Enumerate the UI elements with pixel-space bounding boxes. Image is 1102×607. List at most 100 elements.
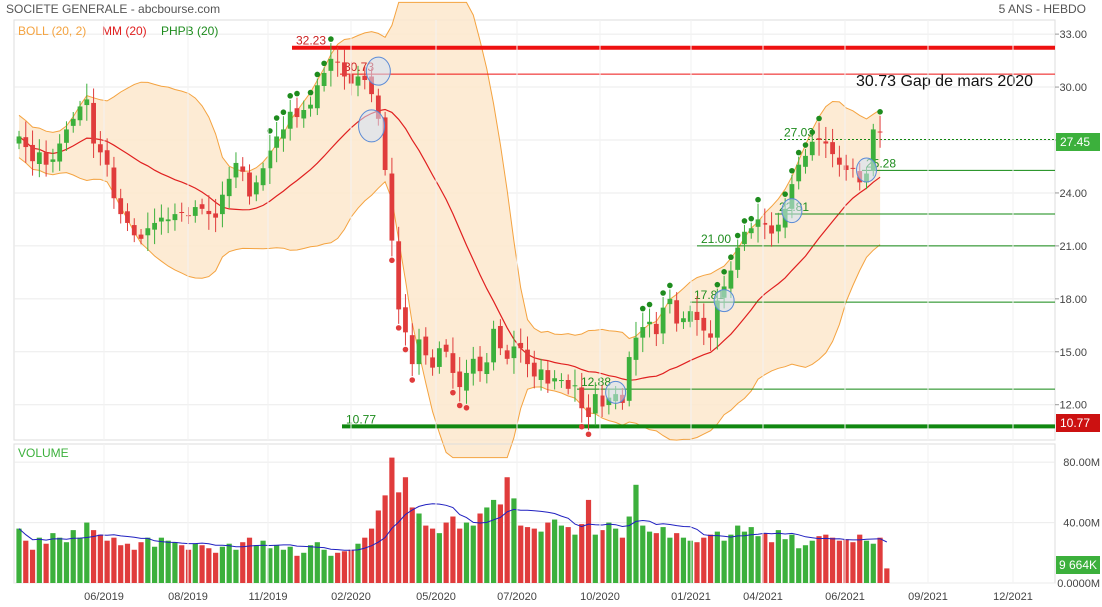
candle-body (775, 224, 781, 232)
price-tick-label: 12.00 (1059, 400, 1087, 412)
x-tick-label: 05/2020 (416, 591, 456, 603)
highlight-ellipse (856, 157, 877, 183)
volume-bar (450, 516, 456, 583)
new-low-dot (585, 431, 592, 438)
volume-bar (240, 542, 246, 583)
volume-bar (396, 492, 402, 583)
candle-body (375, 95, 381, 119)
new-low-dot (463, 404, 470, 411)
volume-bar (355, 543, 361, 583)
new-high-dot (795, 149, 802, 156)
highlight-ellipse (605, 380, 627, 404)
new-high-dot (816, 115, 822, 122)
candle-body (748, 228, 754, 234)
candle-body (538, 369, 544, 380)
candle-body (369, 76, 374, 95)
candle-body (226, 178, 232, 197)
volume-bar (138, 542, 144, 583)
volume-bar (368, 528, 375, 583)
candle-body (714, 300, 720, 338)
candle-body (220, 194, 225, 215)
candle-body (796, 164, 802, 182)
candle-body (789, 184, 795, 209)
candle-body (179, 212, 185, 213)
volume-bar (802, 545, 809, 583)
volume-bar (640, 525, 646, 583)
candle-body (626, 357, 632, 401)
volume-bar (77, 537, 83, 583)
candle-body (233, 162, 239, 178)
volume-bar (613, 528, 619, 583)
price-tick-label: 24.00 (1059, 188, 1087, 200)
candle-body (57, 143, 63, 162)
volume-bar (90, 530, 97, 583)
candle-body (762, 222, 768, 225)
candle-body (294, 108, 300, 118)
volume-bar (213, 552, 219, 583)
candle-body (36, 152, 42, 164)
new-high-dot (755, 196, 761, 203)
volume-bar (57, 537, 63, 583)
volume-bar (389, 457, 395, 583)
candle-body (443, 344, 449, 352)
volume-bar (524, 527, 531, 583)
volume-bar (477, 513, 483, 583)
volume-bar (416, 513, 422, 583)
candle-body (396, 241, 402, 310)
candle-body (870, 129, 876, 171)
candle-body (403, 307, 408, 333)
candle-body (667, 298, 673, 305)
candle-body (436, 348, 442, 367)
volume-bar (680, 537, 687, 583)
volume-bar (423, 525, 429, 583)
candle-body (735, 247, 741, 270)
bollinger-fill (19, 2, 881, 458)
volume-bar (341, 551, 348, 583)
new-low-dot (389, 257, 395, 264)
volume-bar (816, 536, 822, 583)
candle-body (111, 167, 117, 199)
candle-body (138, 234, 144, 239)
candle-body (328, 58, 334, 71)
highlight-ellipse (365, 56, 391, 86)
volume-bar (674, 533, 680, 583)
volume-bar (328, 555, 334, 583)
candle-body (599, 395, 605, 407)
volume-bar (50, 533, 56, 583)
volume-bar (29, 549, 36, 583)
x-tick-label: 09/2021 (908, 591, 948, 603)
candle-body (531, 362, 537, 377)
candle-body (287, 111, 293, 129)
volume-bar (97, 534, 103, 583)
new-high-dot (294, 90, 300, 97)
new-high-dot (646, 301, 653, 308)
volume-bar (707, 534, 714, 583)
volume-bar (43, 543, 49, 583)
volume-bar (857, 534, 863, 583)
candle-body (267, 150, 273, 169)
highlight-ellipse (713, 289, 735, 313)
candle-body (172, 214, 178, 221)
candle-body (64, 129, 69, 143)
candle-body (694, 311, 700, 320)
new-high-dot (321, 60, 327, 67)
volume-bar (884, 568, 890, 583)
candle-body (491, 328, 496, 363)
candle-body (50, 159, 56, 162)
new-high-dot (734, 232, 741, 239)
volume-bar (565, 527, 571, 583)
volume-bar (809, 540, 815, 583)
candle-body (708, 333, 713, 338)
volume-bar (484, 507, 490, 583)
candle-body (592, 394, 598, 414)
volume-bar (653, 533, 659, 583)
volume-bar (23, 540, 29, 583)
x-tick-label: 02/2020 (331, 591, 371, 603)
new-high-dot (748, 215, 755, 222)
last-price-label: 27.45 (1060, 135, 1090, 149)
candle-body (274, 136, 280, 148)
volume-label: VOLUME (18, 446, 69, 460)
x-axis: 06/2019 08/2019 11/2019 02/2020 05/2020 07/20… (84, 20, 1033, 603)
candle-body (165, 219, 171, 222)
volume-bar (830, 537, 836, 583)
